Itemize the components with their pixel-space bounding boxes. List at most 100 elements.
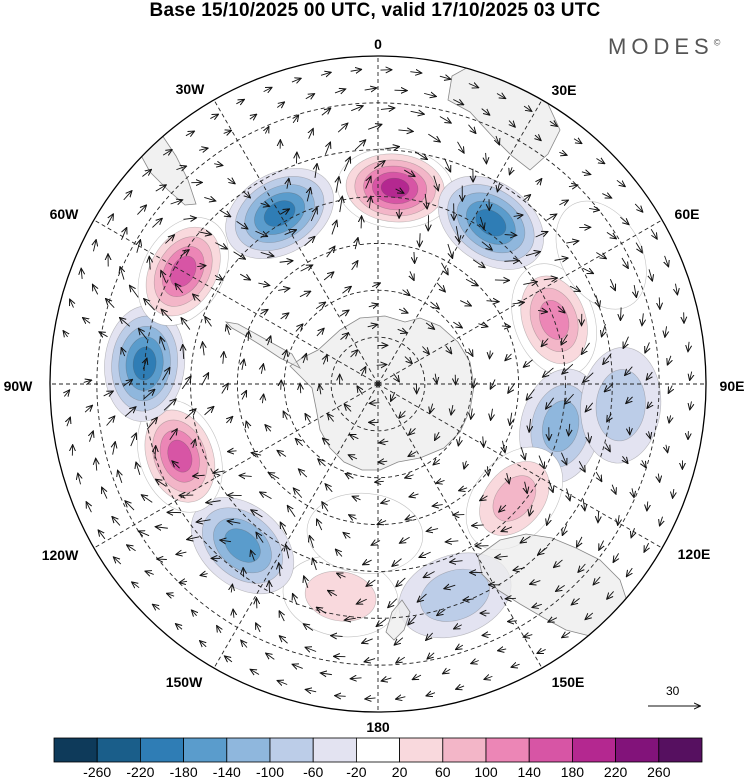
wind-arrow bbox=[250, 669, 260, 674]
wind-arrow bbox=[501, 527, 513, 531]
wind-arrow bbox=[316, 328, 324, 337]
wind-arrow bbox=[508, 621, 518, 622]
colorbar-tick-label: -140 bbox=[212, 764, 241, 780]
wind-arrow bbox=[405, 516, 416, 520]
meridian-line bbox=[93, 219, 379, 385]
wind-arrow bbox=[226, 417, 232, 423]
wind-arrow bbox=[448, 243, 453, 258]
wind-arrow bbox=[83, 380, 92, 382]
wind-arrow bbox=[373, 161, 385, 169]
wind-arrow bbox=[260, 203, 270, 206]
wind-arrow bbox=[481, 241, 492, 250]
wind-arrow bbox=[530, 581, 541, 585]
latitude-circle bbox=[190, 196, 566, 572]
wind-arrow bbox=[450, 561, 463, 562]
wind-arrow bbox=[596, 471, 601, 481]
wind-arrow bbox=[223, 131, 231, 134]
wind-arrow bbox=[436, 480, 445, 483]
wind-arrow bbox=[315, 302, 325, 310]
wind-arrow bbox=[143, 358, 147, 370]
wind-arrow bbox=[439, 76, 451, 79]
wind-arrow bbox=[535, 232, 548, 238]
wind-arrow bbox=[456, 686, 465, 689]
wind-arrow bbox=[598, 511, 599, 523]
wind-arrow bbox=[248, 332, 249, 341]
wind-arrow bbox=[424, 571, 435, 578]
wind-arrow bbox=[529, 504, 532, 516]
wind-arrow bbox=[605, 383, 614, 392]
wind-arrow bbox=[280, 522, 287, 535]
wind-arrow bbox=[256, 623, 260, 633]
wind-arrow bbox=[487, 466, 488, 475]
south-pole-marker bbox=[375, 381, 381, 387]
wind-arrow bbox=[426, 632, 434, 640]
wind-arrow bbox=[538, 310, 547, 311]
wind-arrow bbox=[543, 367, 554, 377]
wind-arrow bbox=[350, 435, 359, 439]
wind-arrow bbox=[424, 93, 436, 96]
wind-arrow bbox=[213, 471, 225, 473]
wind-arrow bbox=[435, 373, 437, 383]
wind-arrow bbox=[446, 541, 459, 542]
wind-arrow bbox=[577, 536, 582, 547]
wind-arrow bbox=[122, 380, 132, 387]
wind-arrow bbox=[160, 337, 165, 351]
wind-arrow bbox=[498, 649, 507, 651]
new-zealand-land bbox=[385, 599, 411, 641]
wind-arrow bbox=[184, 409, 195, 420]
wind-arrow bbox=[125, 501, 135, 511]
wind-arrow bbox=[345, 618, 356, 620]
wind-arrow bbox=[458, 436, 460, 446]
wind-arrow bbox=[607, 591, 614, 599]
wind-arrow bbox=[149, 257, 150, 270]
wind-arrow bbox=[610, 279, 615, 290]
wind-arrow bbox=[321, 108, 331, 116]
wind-arrow bbox=[486, 152, 487, 163]
wind-arrow bbox=[260, 252, 274, 256]
wind-arrow bbox=[331, 221, 337, 235]
lon-label-180: 180 bbox=[366, 719, 390, 735]
wind-arrow bbox=[434, 175, 438, 191]
wind-arrow bbox=[559, 152, 566, 155]
wind-arrow bbox=[620, 216, 628, 224]
wind-arrow bbox=[607, 413, 611, 422]
colorbar-tick-label: 20 bbox=[391, 764, 408, 780]
wind-arrow bbox=[328, 414, 334, 422]
wind-arrow bbox=[593, 576, 601, 585]
wind-arrow bbox=[328, 591, 338, 596]
colorbar-tick-label: 60 bbox=[435, 764, 451, 780]
wind-arrow bbox=[139, 329, 148, 340]
map-title: Base 15/10/2025 00 UTC, valid 17/10/2025… bbox=[149, 0, 601, 21]
wind-arrow bbox=[513, 568, 526, 571]
wind-arrow bbox=[130, 433, 136, 447]
wind-arrow bbox=[307, 188, 310, 202]
wind-arrow bbox=[263, 87, 272, 91]
wind-arrow bbox=[524, 635, 533, 638]
wind-arrow bbox=[284, 350, 287, 360]
wind-arrow bbox=[419, 551, 431, 557]
wind-arrow bbox=[279, 611, 284, 622]
wind-arrow bbox=[121, 348, 124, 357]
lon-label-120w: 120W bbox=[41, 547, 79, 563]
wind-arrow bbox=[396, 577, 406, 587]
wind-arrow bbox=[398, 309, 408, 313]
wind-arrow bbox=[648, 431, 650, 438]
wind-arrow bbox=[192, 610, 197, 615]
wind-arrow bbox=[102, 487, 108, 499]
wind-arrow bbox=[556, 584, 565, 591]
wind-arrow bbox=[453, 100, 463, 105]
wind-arrow bbox=[268, 336, 271, 346]
wind-arrow bbox=[666, 444, 668, 453]
lon-label-90w: 90W bbox=[3, 378, 33, 394]
wind-arrow bbox=[471, 408, 473, 419]
wind-arrow bbox=[690, 401, 692, 409]
wind-arrow bbox=[142, 390, 154, 400]
wind-arrow bbox=[260, 492, 272, 500]
wind-arrow bbox=[130, 286, 139, 298]
wind-arrow bbox=[337, 573, 346, 577]
wind-arrow bbox=[525, 252, 540, 256]
wind-arrow bbox=[480, 496, 488, 501]
colorbar-swatch bbox=[139, 737, 184, 763]
wind-arrow bbox=[456, 645, 464, 649]
wind-arrow bbox=[538, 455, 544, 469]
